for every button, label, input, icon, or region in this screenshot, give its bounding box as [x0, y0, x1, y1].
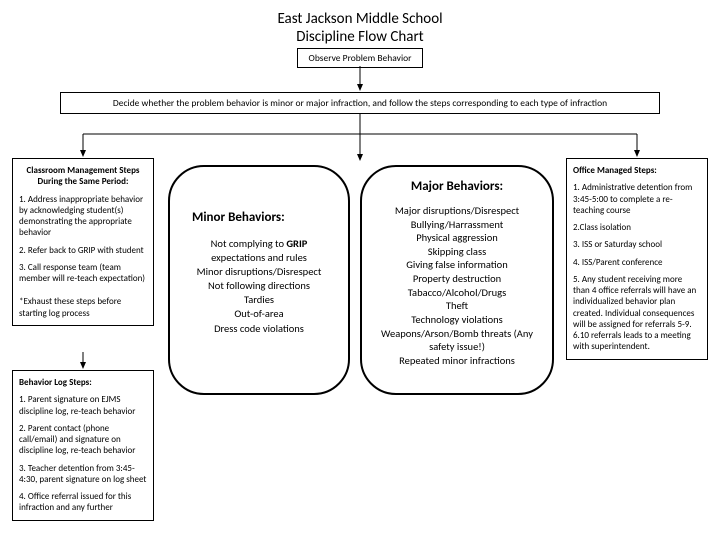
office-step-4: 4. ISS/Parent conference — [573, 257, 701, 268]
title-line-1: East Jackson Middle School — [0, 10, 720, 28]
minor-item-6: Dress code violations — [184, 322, 334, 336]
major-item-7: Tabacco/Alcohol/Drugs — [374, 286, 540, 300]
minor-behaviors-box: Minor Behaviors: Not complying to GRIP e… — [168, 165, 350, 395]
major-item-4: Skipping class — [374, 245, 540, 259]
major-item-11: Repeated minor infractions — [374, 354, 540, 368]
minor-item-1: Not complying to GRIP expectations and r… — [184, 237, 334, 265]
major-item-8: Theft — [374, 299, 540, 313]
behavior-log-step-2: 2. Parent contact (phone call/email) and… — [19, 423, 147, 457]
minor-title: Minor Behaviors: — [184, 209, 334, 227]
major-item-9: Technology violations — [374, 313, 540, 327]
major-item-5: Giving false information — [374, 258, 540, 272]
behavior-log-step-4: 4. Office referral issued for this infra… — [19, 491, 147, 514]
major-item-6: Property destruction — [374, 272, 540, 286]
minor-item-5: Out-of-area — [184, 307, 334, 321]
behavior-log-step-3: 3. Teacher detention from 3:45-4:30, par… — [19, 463, 147, 486]
classroom-management-box: Classroom Management Steps During the Sa… — [12, 158, 154, 326]
decide-text: Decide whether the problem behavior is m… — [113, 97, 607, 109]
major-title: Major Behaviors: — [374, 179, 540, 196]
major-item-1: Major disruptions/Disrespect — [374, 204, 540, 218]
behavior-log-title: Behavior Log Steps: — [19, 377, 147, 388]
observe-text: Observe Problem Behavior — [309, 52, 412, 64]
classroom-step-1: 1. Address inappropriate behavior by ack… — [19, 194, 147, 239]
major-item-2: Bullying/Harrassment — [374, 218, 540, 232]
office-step-3: 3. ISS or Saturday school — [573, 239, 701, 250]
behavior-log-box: Behavior Log Steps: 1. Parent signature … — [12, 370, 154, 521]
chart-title: East Jackson Middle School Discipline Fl… — [0, 10, 720, 46]
minor-item-3: Not following directions — [184, 279, 334, 293]
title-line-2: Discipline Flow Chart — [0, 28, 720, 46]
office-step-1: 1. Administrative detention from 3:45-5:… — [573, 182, 701, 216]
observe-box: Observe Problem Behavior — [297, 48, 423, 68]
major-item-10: Weapons/Arson/Bomb threats (Any safety i… — [374, 327, 540, 354]
office-step-2: 2.Class isolation — [573, 222, 701, 233]
minor-item-2: Minor disruptions/Disrespect — [184, 265, 334, 279]
office-step-5: 5. Any student receiving more than 4 off… — [573, 274, 701, 353]
major-item-3: Physical aggression — [374, 231, 540, 245]
classroom-step-3: 3. Call response team (team member will … — [19, 262, 147, 285]
major-behaviors-box: Major Behaviors: Major disruptions/Disre… — [360, 165, 554, 395]
classroom-step-2: 2. Refer back to GRIP with student — [19, 245, 147, 256]
office-managed-box: Office Managed Steps: 1. Administrative … — [566, 158, 708, 360]
classroom-title: Classroom Management Steps During the Sa… — [19, 165, 147, 188]
minor-item-4: Tardies — [184, 293, 334, 307]
office-title: Office Managed Steps: — [573, 165, 701, 176]
behavior-log-step-1: 1. Parent signature on EJMS discipline l… — [19, 394, 147, 417]
decide-box: Decide whether the problem behavior is m… — [60, 92, 660, 114]
classroom-note: *Exhaust these steps before starting log… — [19, 296, 147, 319]
